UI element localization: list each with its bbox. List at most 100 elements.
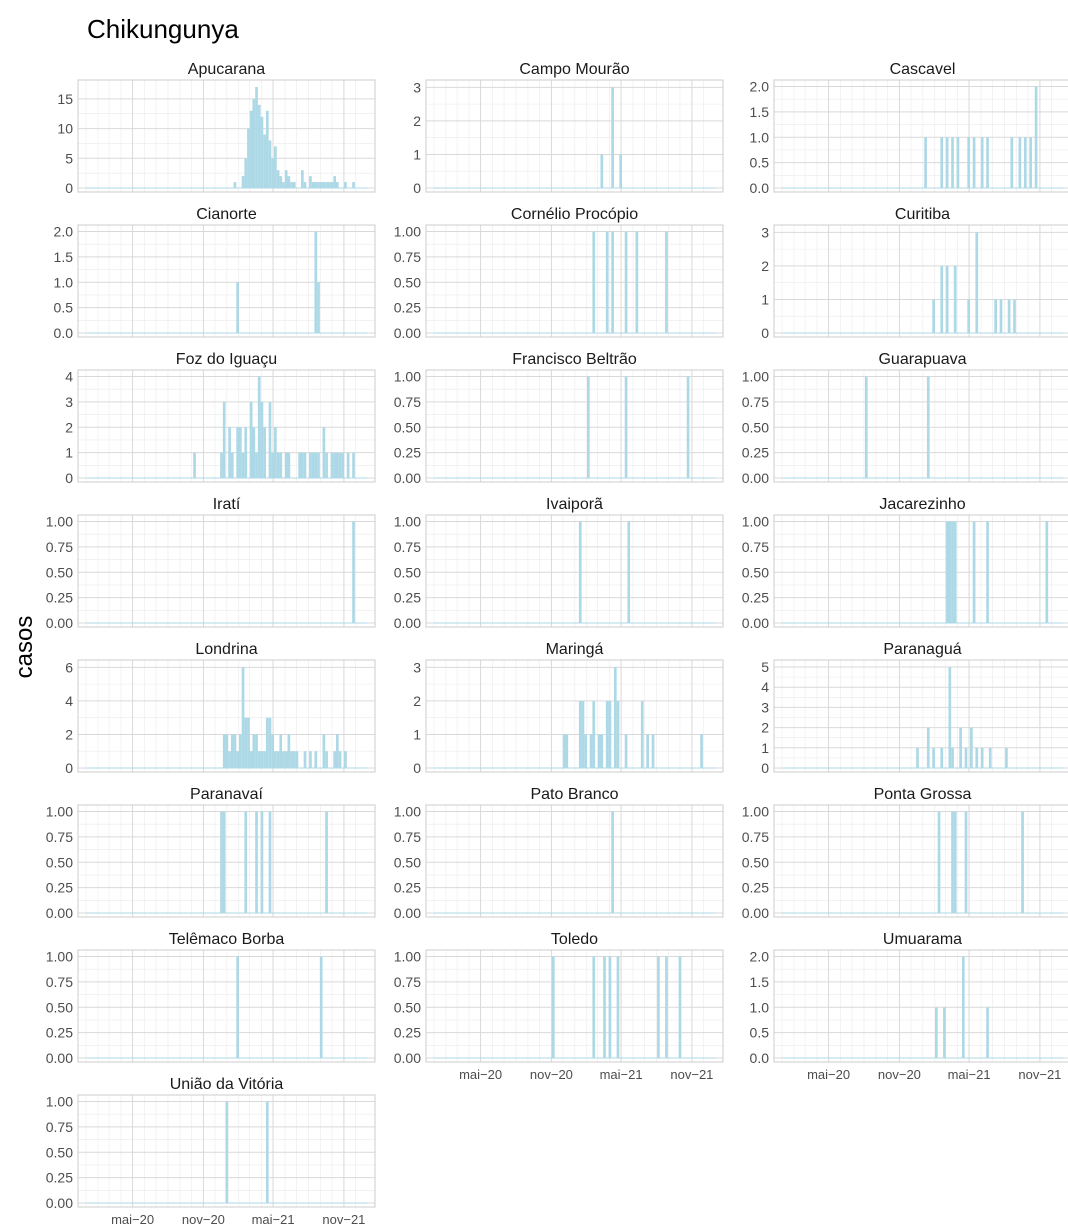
y-tick-label: 1.00 — [742, 804, 769, 820]
bar — [940, 265, 944, 333]
bar — [972, 137, 976, 188]
bar — [222, 811, 226, 913]
bar — [303, 751, 307, 768]
bar — [325, 182, 328, 188]
bar — [994, 299, 997, 333]
bar — [627, 521, 631, 623]
y-tick-label: 3 — [413, 79, 421, 95]
bar — [263, 134, 266, 188]
bar — [268, 401, 272, 478]
bar — [236, 956, 240, 1058]
bar — [592, 231, 596, 333]
bar — [327, 182, 331, 188]
bar — [608, 700, 612, 768]
bar — [295, 751, 299, 768]
bar — [274, 427, 277, 478]
bar — [265, 1101, 269, 1203]
bar — [276, 170, 280, 188]
bar — [322, 734, 326, 768]
bar — [309, 452, 312, 478]
bar — [319, 956, 323, 1058]
bar — [314, 182, 318, 188]
x-tick-label: nov−21 — [322, 1212, 365, 1226]
y-tick-label: 0.00 — [742, 615, 769, 631]
bar — [268, 140, 272, 188]
bar — [1010, 137, 1014, 188]
bar — [274, 751, 277, 768]
panel-francisco-beltrao: Francisco Beltrão 0.00 0.25 0.50 0.75 1.00 — [394, 351, 724, 486]
bar — [222, 734, 226, 768]
bar — [228, 427, 231, 478]
panel-ponta-grossa: Ponta Grossa 0.00 0.25 0.50 0.75 1.00 — [742, 786, 1068, 921]
bar — [338, 751, 342, 768]
bar — [287, 734, 291, 768]
y-tick-label: 0 — [65, 760, 73, 776]
panel-curitiba: Curitiba 0 1 2 3 — [761, 206, 1068, 341]
bar — [257, 104, 261, 188]
bar — [303, 452, 307, 478]
bar — [605, 231, 609, 333]
bar — [951, 747, 954, 768]
panel-border — [773, 804, 1068, 918]
x-tick-label: mai−20 — [459, 1067, 502, 1082]
y-tick-label: 1 — [65, 445, 73, 461]
bar — [225, 734, 229, 768]
y-tick-label: 0.75 — [394, 829, 421, 845]
bar — [589, 734, 593, 768]
y-tick-label: 1.00 — [46, 1094, 73, 1110]
bar — [255, 452, 258, 478]
bar — [222, 401, 226, 478]
panel-border — [773, 369, 1068, 483]
panel-border — [77, 224, 376, 338]
y-tick-label: 0.50 — [394, 854, 421, 870]
y-tick-label: 0.50 — [742, 854, 769, 870]
bar — [236, 282, 240, 333]
x-tick-label: nov−20 — [530, 1067, 573, 1082]
bar — [945, 137, 949, 188]
bar — [611, 87, 614, 188]
panel-title: Foz do Iguaçu — [176, 351, 277, 368]
bar — [287, 176, 291, 188]
y-tick-label: 1.00 — [394, 514, 421, 530]
panel-title: Guarapuava — [878, 351, 966, 368]
bar — [298, 452, 301, 478]
y-tick-label: 5 — [65, 150, 73, 166]
panel-title: Iratí — [213, 496, 241, 513]
bar — [284, 751, 288, 768]
bar — [317, 182, 320, 188]
panel-border — [773, 949, 1068, 1063]
bar — [236, 427, 240, 478]
y-tick-label: 1.00 — [394, 949, 421, 965]
bar — [932, 747, 936, 768]
bar — [263, 427, 266, 478]
y-tick-label: 0.00 — [742, 905, 769, 921]
bar — [290, 182, 293, 188]
y-tick-label: 0.00 — [742, 470, 769, 486]
bar — [255, 86, 258, 188]
bar — [239, 427, 242, 478]
bar — [309, 751, 312, 768]
y-tick-label: 2.0 — [750, 79, 770, 95]
bar — [624, 231, 628, 333]
bar — [319, 182, 323, 188]
y-tick-label: 2 — [65, 419, 73, 435]
bar — [608, 956, 612, 1058]
bar — [333, 176, 337, 188]
bar — [255, 734, 258, 768]
panel-telemaco-borba: Telêmaco Borba 0.00 0.25 0.50 0.75 1.00 — [46, 931, 376, 1066]
bar — [611, 811, 614, 913]
panel-border — [77, 804, 376, 918]
bar — [252, 734, 256, 768]
bar — [624, 376, 628, 478]
panel-title: Cascavel — [890, 61, 956, 78]
bar — [265, 717, 269, 768]
y-tick-label: 1 — [761, 291, 769, 307]
y-tick-label: 0.00 — [46, 1050, 73, 1066]
y-tick-label: 0.00 — [394, 905, 421, 921]
bar — [613, 667, 617, 768]
panel-ivaipora: Ivaiporã 0.00 0.25 0.50 0.75 1.00 — [394, 496, 724, 631]
bar — [700, 734, 703, 768]
panel-title: Ponta Grossa — [874, 786, 972, 803]
y-tick-label: 0.75 — [394, 249, 421, 265]
bar — [961, 956, 965, 1058]
